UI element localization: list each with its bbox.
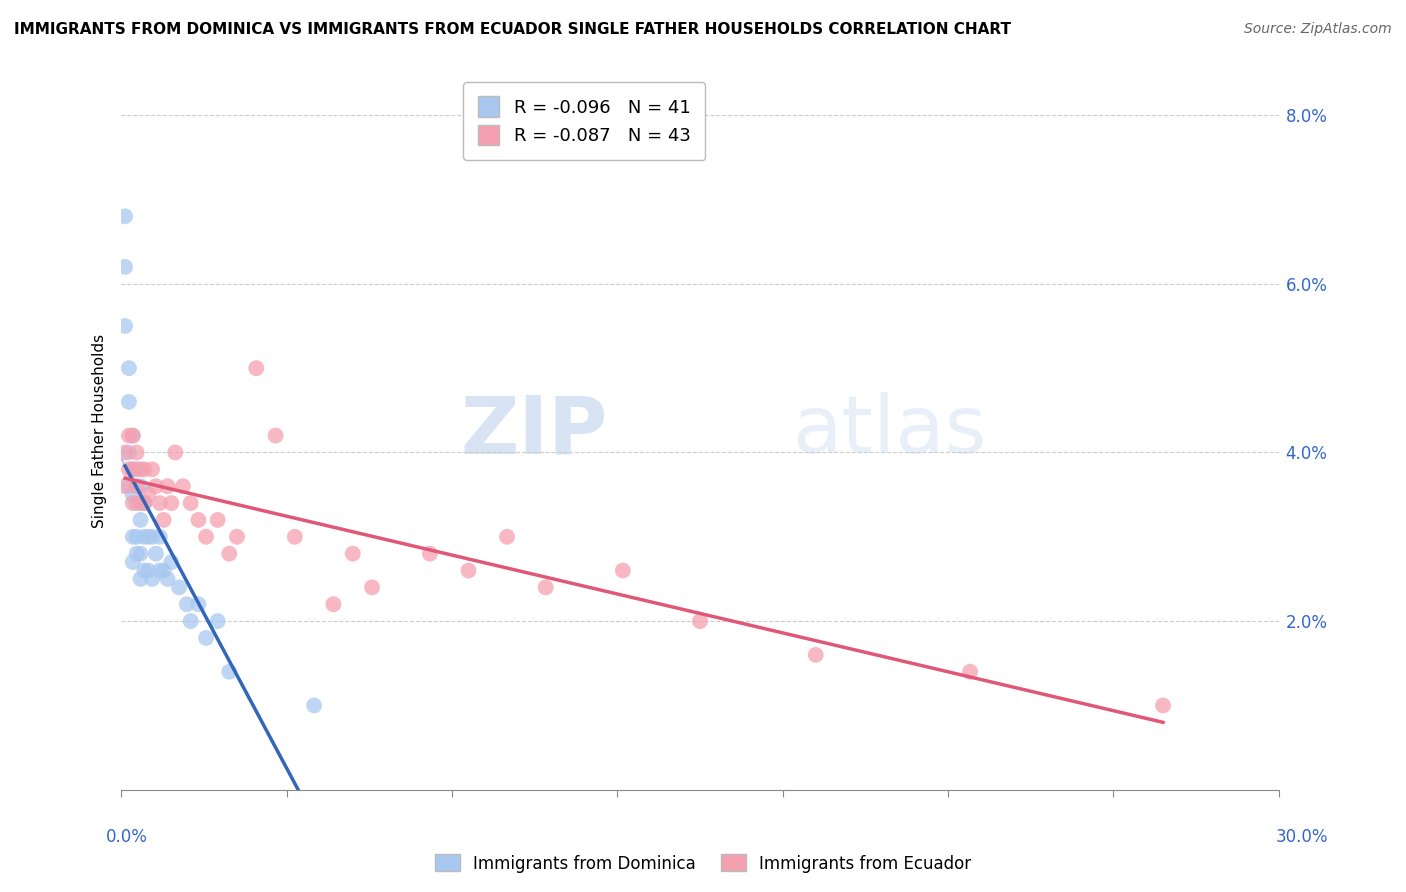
Point bbox=[141, 530, 163, 544]
Point bbox=[804, 648, 827, 662]
Point bbox=[129, 462, 152, 476]
Point bbox=[129, 479, 152, 493]
Point bbox=[121, 555, 143, 569]
Text: ZIP: ZIP bbox=[460, 392, 607, 470]
Point bbox=[195, 631, 218, 645]
Point bbox=[156, 572, 179, 586]
Point bbox=[129, 547, 152, 561]
Point bbox=[180, 614, 202, 628]
Point bbox=[322, 597, 344, 611]
Point bbox=[218, 665, 240, 679]
Point bbox=[165, 445, 187, 459]
Point bbox=[121, 428, 143, 442]
Point bbox=[134, 530, 156, 544]
Point bbox=[218, 547, 240, 561]
Point bbox=[114, 479, 136, 493]
Point bbox=[114, 260, 136, 274]
Point bbox=[121, 462, 143, 476]
Point bbox=[689, 614, 711, 628]
Point bbox=[457, 564, 479, 578]
Point bbox=[121, 496, 143, 510]
Point bbox=[180, 496, 202, 510]
Point bbox=[1152, 698, 1174, 713]
Point bbox=[118, 361, 141, 376]
Point bbox=[187, 513, 209, 527]
Point bbox=[129, 496, 152, 510]
Text: IMMIGRANTS FROM DOMINICA VS IMMIGRANTS FROM ECUADOR SINGLE FATHER HOUSEHOLDS COR: IMMIGRANTS FROM DOMINICA VS IMMIGRANTS F… bbox=[14, 22, 1011, 37]
Point bbox=[149, 496, 172, 510]
Point bbox=[176, 597, 198, 611]
Point bbox=[496, 530, 519, 544]
Point bbox=[245, 361, 267, 376]
Point bbox=[160, 555, 183, 569]
Point bbox=[129, 513, 152, 527]
Point bbox=[207, 614, 229, 628]
Point bbox=[172, 479, 194, 493]
Legend: R = -0.096   N = 41, R = -0.087   N = 43: R = -0.096 N = 41, R = -0.087 N = 43 bbox=[464, 82, 706, 160]
Y-axis label: Single Father Households: Single Father Households bbox=[93, 334, 107, 528]
Text: 0.0%: 0.0% bbox=[105, 828, 148, 846]
Point bbox=[226, 530, 249, 544]
Point bbox=[134, 496, 156, 510]
Point bbox=[156, 479, 179, 493]
Point bbox=[342, 547, 364, 561]
Point bbox=[141, 462, 163, 476]
Point bbox=[145, 547, 167, 561]
Point bbox=[121, 488, 143, 502]
Point bbox=[136, 530, 159, 544]
Point bbox=[134, 462, 156, 476]
Text: Source: ZipAtlas.com: Source: ZipAtlas.com bbox=[1244, 22, 1392, 37]
Point bbox=[114, 445, 136, 459]
Point bbox=[134, 496, 156, 510]
Point bbox=[118, 462, 141, 476]
Point bbox=[125, 462, 148, 476]
Point bbox=[207, 513, 229, 527]
Point bbox=[534, 581, 557, 595]
Point bbox=[145, 479, 167, 493]
Point bbox=[959, 665, 981, 679]
Point bbox=[149, 564, 172, 578]
Legend: Immigrants from Dominica, Immigrants from Ecuador: Immigrants from Dominica, Immigrants fro… bbox=[427, 847, 979, 880]
Point bbox=[134, 564, 156, 578]
Point bbox=[167, 581, 190, 595]
Point bbox=[160, 496, 183, 510]
Point bbox=[141, 572, 163, 586]
Point bbox=[149, 530, 172, 544]
Point bbox=[284, 530, 307, 544]
Point bbox=[152, 513, 174, 527]
Point bbox=[118, 428, 141, 442]
Point bbox=[114, 210, 136, 224]
Point bbox=[125, 496, 148, 510]
Point bbox=[114, 318, 136, 333]
Point bbox=[136, 488, 159, 502]
Text: atlas: atlas bbox=[793, 392, 987, 470]
Point bbox=[195, 530, 218, 544]
Point bbox=[118, 395, 141, 409]
Point bbox=[302, 698, 325, 713]
Point bbox=[136, 564, 159, 578]
Point bbox=[121, 428, 143, 442]
Point bbox=[125, 445, 148, 459]
Point bbox=[121, 530, 143, 544]
Point bbox=[419, 547, 441, 561]
Point bbox=[264, 428, 287, 442]
Point bbox=[187, 597, 209, 611]
Point bbox=[129, 572, 152, 586]
Point bbox=[612, 564, 634, 578]
Point bbox=[125, 547, 148, 561]
Point bbox=[125, 479, 148, 493]
Point bbox=[118, 445, 141, 459]
Point bbox=[152, 564, 174, 578]
Point bbox=[121, 462, 143, 476]
Point bbox=[125, 530, 148, 544]
Point bbox=[361, 581, 384, 595]
Point bbox=[118, 479, 141, 493]
Text: 30.0%: 30.0% bbox=[1277, 828, 1329, 846]
